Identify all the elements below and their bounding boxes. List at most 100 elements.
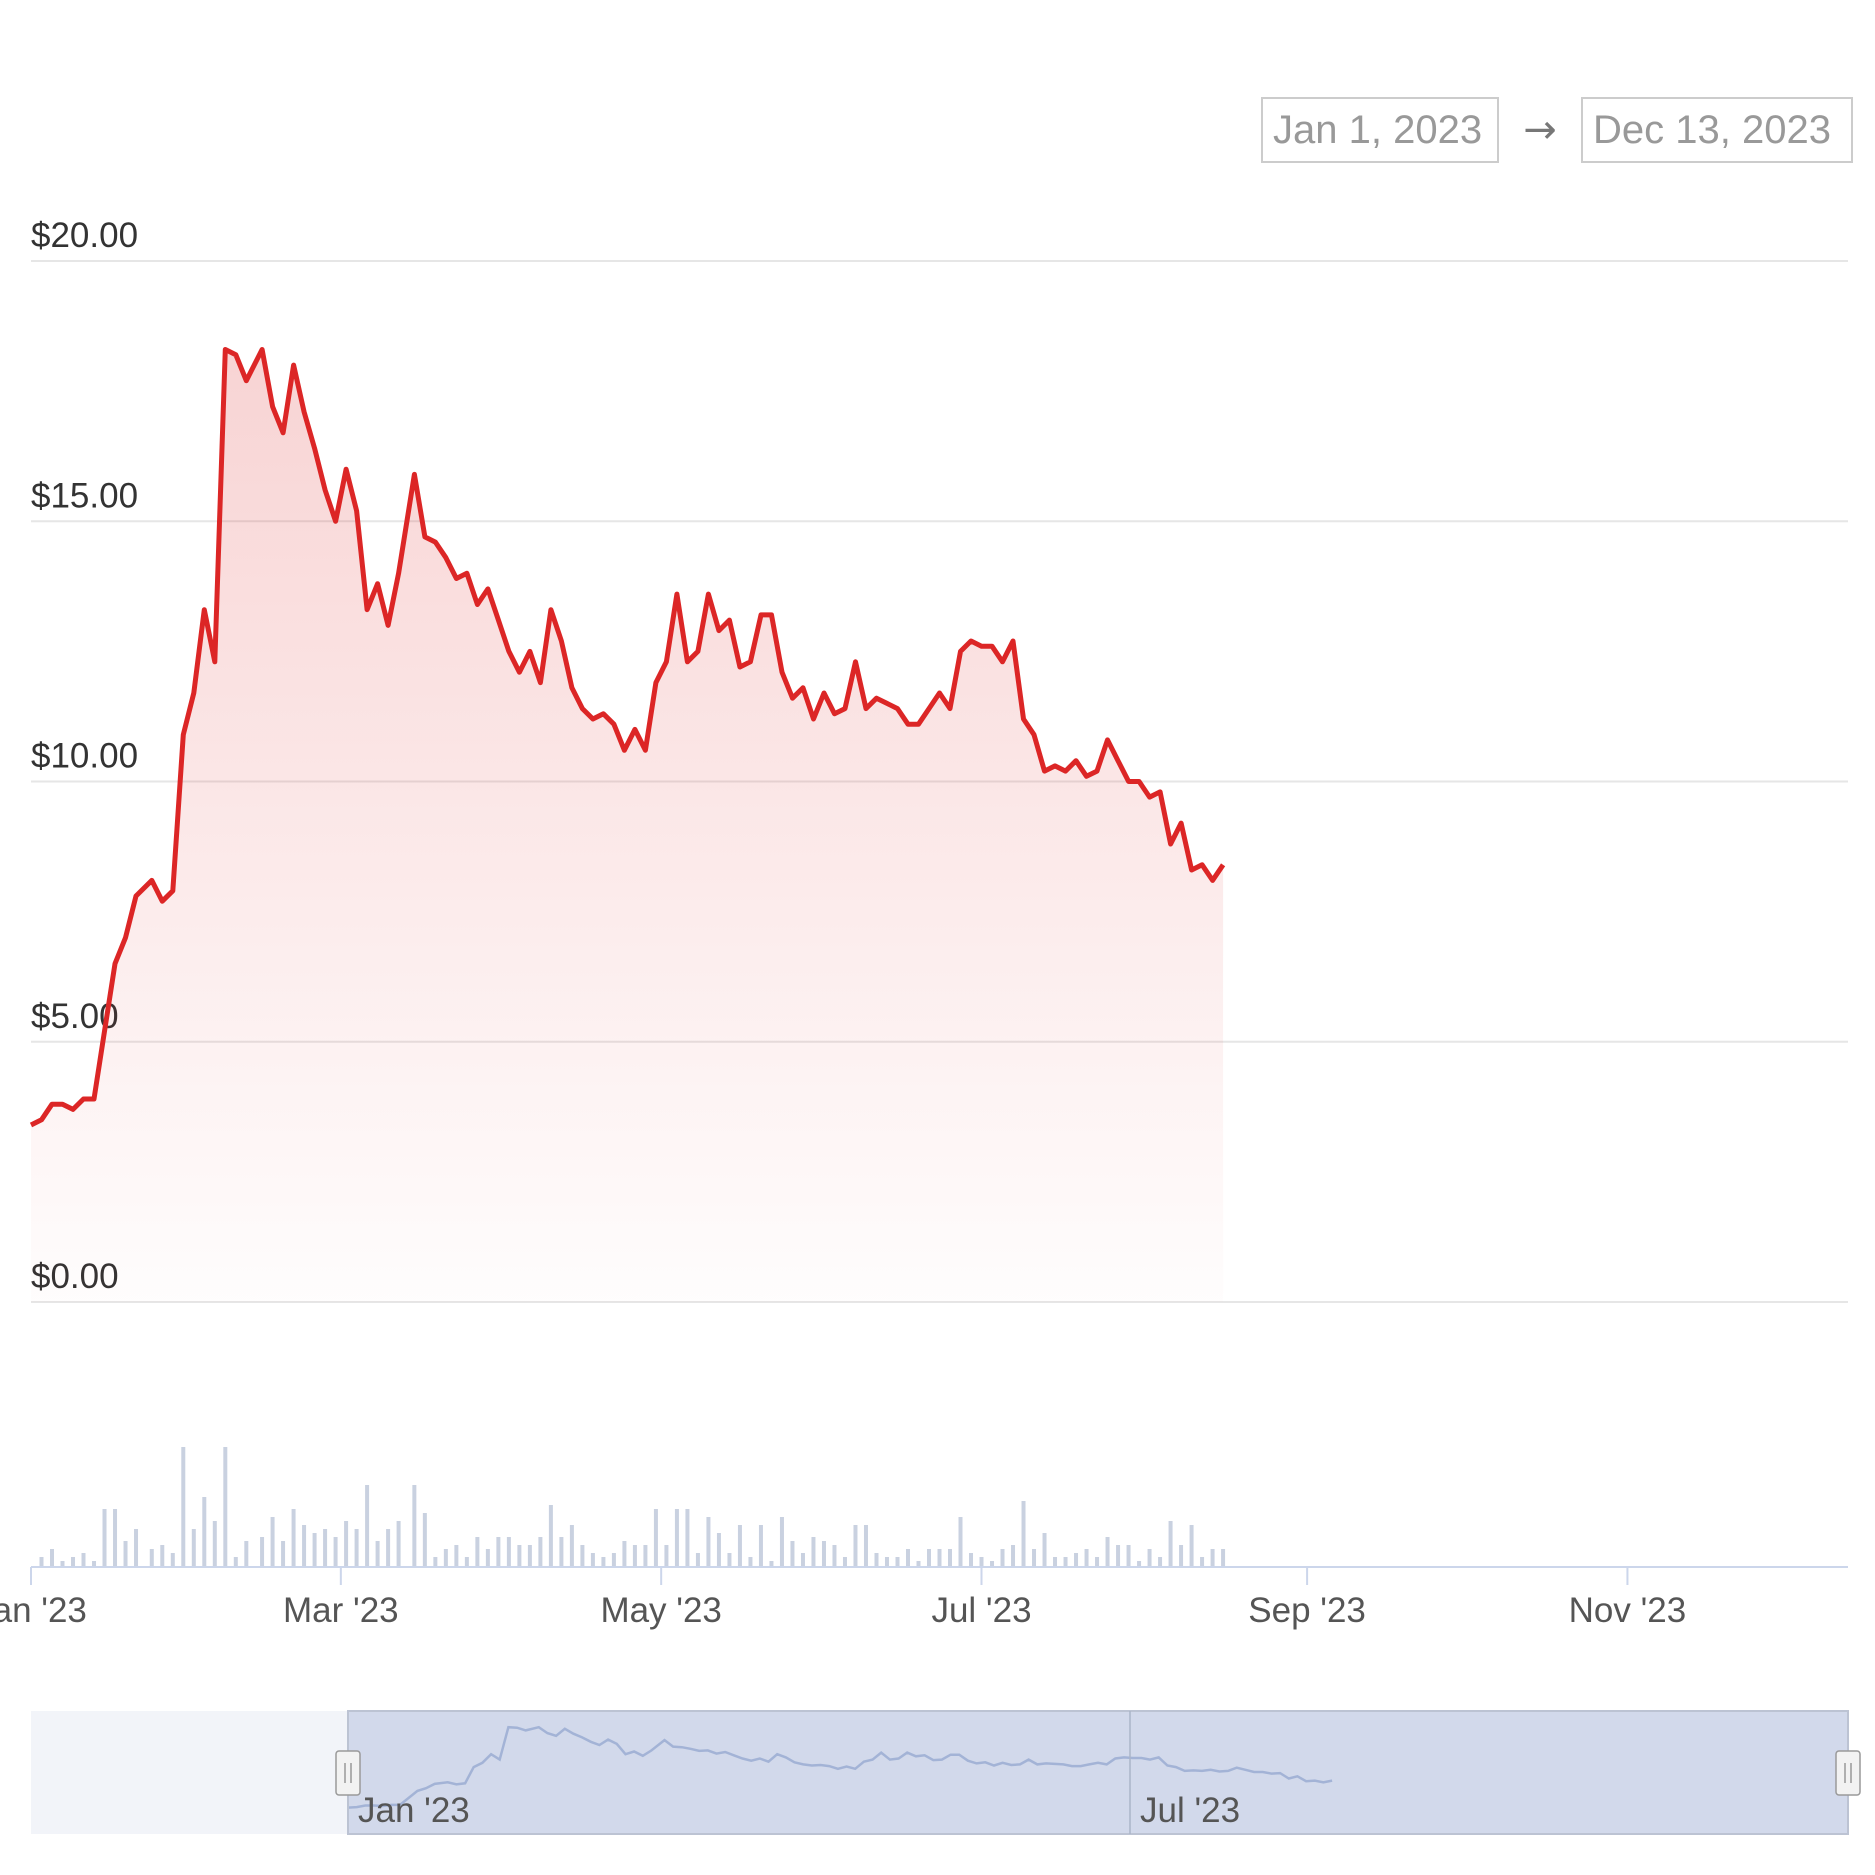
volume-bar (375, 1541, 380, 1567)
volume-bar (569, 1525, 574, 1567)
volume-bar (506, 1537, 511, 1567)
volume-bar (302, 1525, 307, 1567)
volume-bar (386, 1529, 391, 1567)
navigator[interactable]: Jan '23 Jul '23 (31, 1710, 1861, 1835)
volume-bar (800, 1553, 805, 1567)
volume-bar (527, 1545, 532, 1567)
volume-bar (643, 1545, 648, 1567)
volume-bar (443, 1549, 448, 1567)
volume-bar (312, 1533, 317, 1567)
volume-bar (396, 1521, 401, 1567)
volume-bar (102, 1509, 107, 1567)
volume-bar (727, 1553, 732, 1567)
volume-bar (1011, 1545, 1016, 1567)
volume-bar (748, 1557, 753, 1567)
volume-bar (1179, 1545, 1184, 1567)
volume-bar (433, 1557, 438, 1567)
y-tick-label: $20.00 (31, 216, 138, 255)
volume-bar (81, 1553, 86, 1567)
volume-bar (948, 1549, 953, 1567)
volume-bar (1168, 1521, 1173, 1567)
volume-bar (884, 1557, 889, 1567)
volume-bar (590, 1553, 595, 1567)
volume-bar (737, 1525, 742, 1567)
volume-bar (170, 1553, 175, 1567)
volume-bar (1158, 1557, 1163, 1567)
volume-bar (1095, 1557, 1100, 1567)
volume-bar (464, 1557, 469, 1567)
volume-bar (706, 1517, 711, 1567)
volume-bar (548, 1505, 553, 1567)
date-range-selector: Jan 1, 2023 → Dec 13, 2023 (1261, 94, 1853, 166)
volume-bar (863, 1525, 868, 1567)
volume-bar (790, 1541, 795, 1567)
volume-bar (769, 1561, 774, 1567)
x-axis: Jan '23 Mar '23 May '23 Jul '23 Sep '23 Nov '… (0, 1567, 1686, 1630)
volume-bar (422, 1513, 427, 1567)
volume-bar (1147, 1549, 1152, 1567)
volume-bar (916, 1561, 921, 1567)
navigator-left-handle[interactable] (335, 1750, 361, 1796)
volume-bar (622, 1541, 627, 1567)
volume-bar (832, 1545, 837, 1567)
volume-bar (779, 1517, 784, 1567)
volume-bar (260, 1537, 265, 1567)
volume-bar (323, 1529, 328, 1567)
volume-bar (412, 1485, 417, 1567)
volume-bar (1137, 1561, 1142, 1567)
volume-bar (601, 1557, 606, 1567)
volume-bar (1032, 1549, 1037, 1567)
x-tick-label: Jan '23 (0, 1591, 87, 1630)
volume-bar (895, 1557, 900, 1567)
volume-bar (1074, 1553, 1079, 1567)
range-arrow-icon: → (1523, 107, 1557, 153)
volume-bar (92, 1561, 97, 1567)
end-date-input[interactable]: Dec 13, 2023 (1581, 97, 1853, 163)
volume-bar (1042, 1533, 1047, 1567)
volume-bar (354, 1529, 359, 1567)
volume-bar (160, 1545, 165, 1567)
volume-bar (485, 1549, 490, 1567)
volume-bar (632, 1545, 637, 1567)
volume-bar (685, 1509, 690, 1567)
volume-bar (291, 1509, 296, 1567)
volume-bar (1105, 1537, 1110, 1567)
volume-bar (212, 1521, 217, 1567)
volume-bar (538, 1537, 543, 1567)
volume-bar (113, 1509, 118, 1567)
y-tick-label: $10.00 (31, 737, 138, 776)
volume-bar (1116, 1545, 1121, 1567)
volume-bar (580, 1545, 585, 1567)
volume-bar (958, 1517, 963, 1567)
volume-bar (517, 1545, 522, 1567)
volume-bar (475, 1537, 480, 1567)
x-tick-label: Nov '23 (1569, 1591, 1687, 1630)
volume-bar (979, 1557, 984, 1567)
volume-bar (664, 1545, 669, 1567)
volume-bar (611, 1553, 616, 1567)
volume-bar (1084, 1549, 1089, 1567)
volume-bar (270, 1517, 275, 1567)
volume-bar (149, 1549, 154, 1567)
volume-bar (454, 1545, 459, 1567)
x-tick-label: Mar '23 (283, 1591, 399, 1630)
volume-bar (123, 1541, 128, 1567)
volume-bar (695, 1553, 700, 1567)
volume-bar (202, 1497, 207, 1567)
price-area (31, 349, 1224, 1302)
navigator-selected-range[interactable] (347, 1710, 1849, 1835)
volume-bar (191, 1529, 196, 1567)
navigator-right-handle[interactable] (1835, 1750, 1861, 1796)
volume-bar (1221, 1549, 1226, 1567)
start-date-input[interactable]: Jan 1, 2023 (1261, 97, 1499, 163)
navigator-label-jan: Jan '23 (358, 1791, 470, 1830)
volume-bar (1053, 1557, 1058, 1567)
volume-bar (653, 1509, 658, 1567)
volume-bar (1200, 1557, 1205, 1567)
volume-bar (1000, 1549, 1005, 1567)
volume-bar (1210, 1549, 1215, 1567)
volume-bar (333, 1537, 338, 1567)
volume-bar (821, 1541, 826, 1567)
volume-bar (50, 1549, 55, 1567)
